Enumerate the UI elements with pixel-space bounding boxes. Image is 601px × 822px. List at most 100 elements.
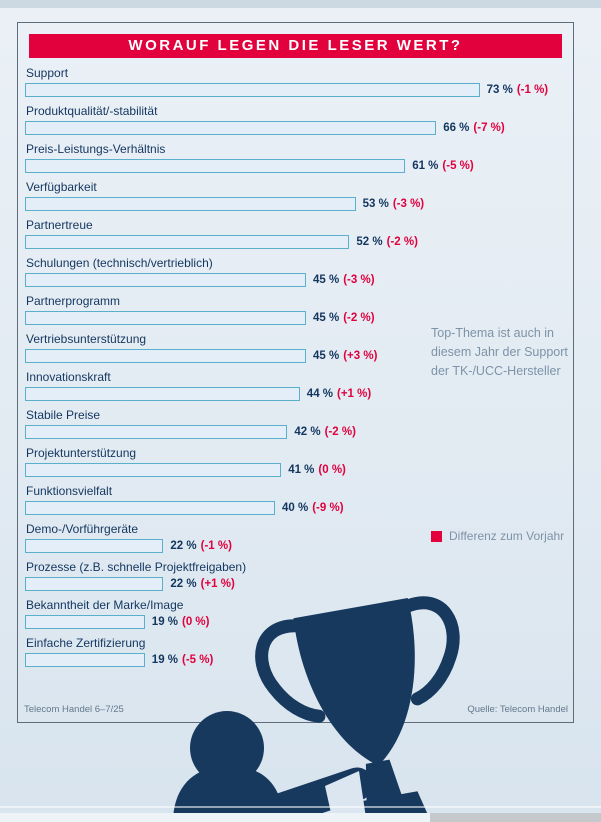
bar-label: Produktqualität/-stabilität	[26, 104, 158, 118]
bar-value: 53 %	[362, 198, 389, 210]
bar-value: 45 %	[313, 274, 340, 286]
bar-label: Prozesse (z.B. schnelle Projektfreigaben…	[26, 560, 247, 574]
bar-label: Funktionsvielfalt	[26, 484, 113, 498]
bar-value: 73 %	[486, 84, 513, 96]
bar-diff: (+3 %)	[343, 350, 378, 362]
bar-line: 45 % (-3 %)	[25, 273, 566, 287]
bar	[25, 387, 300, 401]
bar-diff: (-9 %)	[312, 502, 344, 514]
bar-line: 52 % (-2 %)	[25, 235, 566, 249]
bar	[25, 273, 306, 287]
bar-value: 41 %	[288, 464, 315, 476]
bar-label: Vertriebsunterstützung	[26, 332, 147, 346]
bar-value: 66 %	[443, 122, 470, 134]
bar-row: Preis-Leistungs-Verhältnis 61 % (-5 %)	[25, 143, 566, 173]
bar-label: Projektunterstützung	[26, 446, 137, 460]
bar-value: 44 %	[306, 388, 334, 400]
bar-value: 45 %	[313, 350, 340, 362]
annotation-text: Top-Thema ist auch in diesem Jahr der Su…	[431, 326, 568, 378]
bar-line: 19 % (-5 %)	[25, 653, 566, 667]
bar-label: Stabile Preise	[26, 408, 101, 422]
bar-value: 40 %	[282, 502, 309, 514]
bar-diff: (-2 %)	[343, 312, 375, 324]
bar-line: 61 % (-5 %)	[25, 159, 566, 173]
bar-row: Partnerprogramm 45 % (-2 %)	[25, 295, 566, 325]
bar-row: Partnertreue 52 % (-2 %)	[25, 219, 566, 249]
title-banner: WORAUF LEGEN DIE LESER WERT?	[29, 34, 562, 58]
bar	[25, 425, 288, 439]
bar-row: Vertriebsunterstützung 45 % (+3 %)	[25, 333, 566, 363]
bar-value: 22 %	[170, 578, 197, 590]
bar-diff: (0 %)	[182, 616, 210, 628]
bar-diff: (-5 %)	[442, 160, 474, 172]
bar-line: 45 % (-2 %)	[25, 311, 566, 325]
bar-value: 42 %	[294, 426, 321, 438]
bar	[25, 83, 480, 97]
bar-value: 52 %	[356, 236, 383, 248]
bar-diff: (-1 %)	[516, 84, 549, 96]
bar-row: Schulungen (technisch/vertrieblich) 45 %(…	[25, 257, 566, 287]
bar-line: 19 % (0 %)	[25, 615, 566, 629]
page-edge-highlight	[0, 806, 601, 808]
bar	[25, 159, 406, 173]
bar-label: Verfügbarkeit	[26, 180, 97, 194]
bar-line: 22 % (-1 %)	[25, 539, 566, 553]
bar-line: 53 % (-3 %)	[25, 197, 566, 211]
bar-label: Preis-Leistungs-Verhältnis	[26, 142, 166, 156]
bar-row: Funktionsvielfalt 40 % (-9 %)	[25, 485, 566, 515]
chart-title: WORAUF LEGEN DIE LESER WERT?	[128, 37, 463, 54]
bar-row: Einfache Zertifizierung 19 % (-5 %)	[25, 637, 566, 667]
bar-rows: Support 73 % (-1 %) Produktqualität/-stabil…	[18, 67, 573, 667]
bar-line: 42 % (-2 %)	[25, 425, 566, 439]
bar-line: 44 % (+1 %)	[25, 387, 566, 401]
bar-line: 41 % (0 %)	[25, 463, 566, 477]
bottom-strip-left	[0, 813, 430, 822]
bar-line: 66 % (-7 %)	[25, 121, 566, 135]
bar-label: Support	[26, 66, 69, 80]
source-note-right: Quelle: Telecom Handel	[467, 704, 568, 715]
bar	[25, 235, 350, 249]
bar-label: Partnerprogramm	[26, 294, 121, 308]
bar-diff: (-7 %)	[473, 122, 505, 134]
bar-diff: (-3 %)	[343, 274, 375, 286]
bar-diff: (-2 %)	[386, 236, 418, 248]
bar-row: Support 73 % (-1 %)	[25, 67, 566, 97]
bar	[25, 463, 282, 477]
bar	[25, 311, 306, 325]
bar-value: 61 %	[412, 160, 439, 172]
bar	[25, 615, 145, 629]
bar-row: Innovationskraft 44 % (+1 %)	[25, 371, 566, 401]
bar-line: 73 % (-1 %)	[25, 83, 566, 97]
bar	[25, 197, 356, 211]
bar-value: 19 %	[151, 654, 179, 666]
bar-value: 22 %	[170, 540, 197, 552]
bar-label: Innovationskraft	[26, 370, 111, 384]
bar-row: Stabile Preise 42 % (-2 %)	[25, 409, 566, 439]
bar-diff: (+1 %)	[337, 388, 372, 400]
bar-line: 22 % (+1 %)	[25, 577, 566, 591]
bar-diff: (+1 %)	[200, 578, 235, 590]
trophy-winner-silhouette-icon	[173, 596, 460, 822]
bar-row: Demo-/Vorführgeräte 22 % (-1 %)	[25, 523, 566, 553]
bar-label: Demo-/Vorführgeräte	[26, 522, 139, 536]
bar-diff: (-3 %)	[392, 198, 425, 210]
bar	[25, 501, 275, 515]
bar	[25, 349, 306, 363]
bar-row: Prozesse (z.B. schnelle Projektfreigaben…	[25, 561, 566, 591]
legend: Differenz zum Vorjahr	[431, 529, 564, 543]
bar-row: Verfügbarkeit 53 % (-3 %)	[25, 181, 566, 211]
bar	[25, 121, 437, 135]
bar-row: Produktqualität/-stabilität 66 % (-7 %)	[25, 105, 566, 135]
bar-label: Bekanntheit der Marke/Image	[26, 598, 184, 612]
legend-swatch-icon	[431, 530, 442, 542]
chart-box: WORAUF LEGEN DIE LESER WERT? Support 73 %…	[17, 22, 574, 723]
bar-label: Partnertreue	[26, 218, 93, 232]
top-strip	[0, 0, 601, 8]
bar-row: Bekanntheit der Marke/Image 19 % (0 %)	[25, 599, 566, 629]
bar-diff: (-1 %)	[200, 540, 232, 552]
bar-row: Projektunterstützung 41 % (0 %)	[25, 447, 566, 477]
source-note-left: Telecom Handel 6–7/25	[24, 704, 124, 715]
legend-label: Differenz zum Vorjahr	[449, 529, 565, 543]
bar-diff: (-5 %)	[182, 654, 214, 666]
